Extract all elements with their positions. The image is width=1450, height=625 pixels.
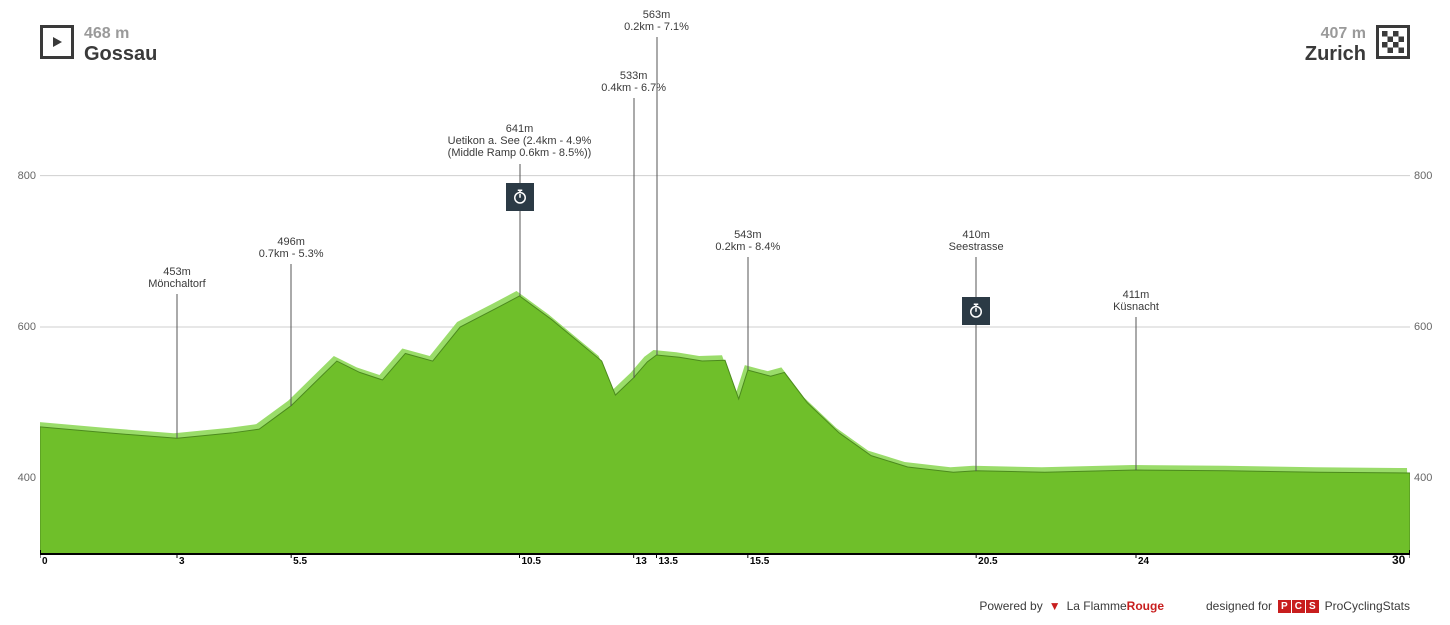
- y-tick-left: 400: [12, 472, 36, 484]
- x-tick-label: 30: [1392, 553, 1405, 567]
- powered-by-label: Powered by: [979, 599, 1042, 613]
- callout-label: 543m0.2km - 8.4%: [715, 229, 780, 253]
- finish-elevation: 407 m: [1305, 25, 1366, 43]
- callout-line: [747, 257, 748, 370]
- callout-label: 496m0.7km - 5.3%: [259, 236, 324, 260]
- x-tick-label: 5.5: [293, 556, 307, 567]
- timing-icon: [962, 297, 990, 325]
- footer-credits: Powered by ▼ La FlammeRouge designed for…: [979, 599, 1410, 613]
- start-elevation: 468 m: [84, 25, 157, 43]
- x-tick-label: 15.5: [750, 556, 769, 567]
- callout-line: [177, 294, 178, 438]
- callout-line: [656, 37, 657, 355]
- callout-line: [976, 257, 977, 471]
- y-tick-right: 600: [1414, 321, 1438, 333]
- designed-for-label: designed for: [1206, 599, 1272, 613]
- callout-line: [291, 264, 292, 405]
- x-tick-label: 24: [1138, 556, 1149, 567]
- x-tick-label: 0: [42, 556, 48, 567]
- start-icon: [40, 25, 74, 59]
- finish-location: 407 m Zurich: [1305, 25, 1410, 66]
- y-tick-left: 800: [12, 170, 36, 182]
- callout-label: 410mSeestrasse: [949, 229, 1004, 253]
- callout-label: 411mKüsnacht: [1113, 289, 1159, 313]
- callout-label: 563m0.2km - 7.1%: [624, 9, 689, 33]
- flamme-rouge-label: La FlammeRouge: [1067, 599, 1164, 613]
- y-tick-right: 800: [1414, 170, 1438, 182]
- x-tick-label: 3: [179, 556, 185, 567]
- pcs-badge: P C S: [1278, 600, 1319, 613]
- x-tick-label: 13: [636, 556, 647, 567]
- timing-icon: [506, 183, 534, 211]
- y-tick-right: 400: [1414, 472, 1438, 484]
- finish-name: Zurich: [1305, 43, 1366, 66]
- elevation-profile-container: 468 m Gossau 407 m Zurich 400 400 600 600 80…: [0, 0, 1450, 625]
- pcs-name: ProCyclingStats: [1325, 599, 1410, 613]
- profile-svg: [40, 100, 1410, 570]
- callout-line: [1136, 317, 1137, 470]
- callout-label: 641mUetikon a. See (2.4km - 4.9%(Middle …: [448, 123, 592, 159]
- callout-label: 453mMönchaltorf: [148, 266, 205, 290]
- start-location: 468 m Gossau: [40, 25, 157, 66]
- x-tick-label: 13.5: [659, 556, 678, 567]
- start-name: Gossau: [84, 43, 157, 66]
- x-tick-label: 10.5: [522, 556, 541, 567]
- flamme-icon: ▼: [1049, 599, 1061, 613]
- finish-icon: [1376, 25, 1410, 59]
- elevation-chart: 400400600600800800035.510.51313.515.520.…: [40, 100, 1410, 570]
- profile-header: 468 m Gossau 407 m Zurich: [0, 25, 1450, 85]
- x-tick-label: 20.5: [978, 556, 997, 567]
- y-tick-left: 600: [12, 321, 36, 333]
- callout-line: [633, 98, 634, 378]
